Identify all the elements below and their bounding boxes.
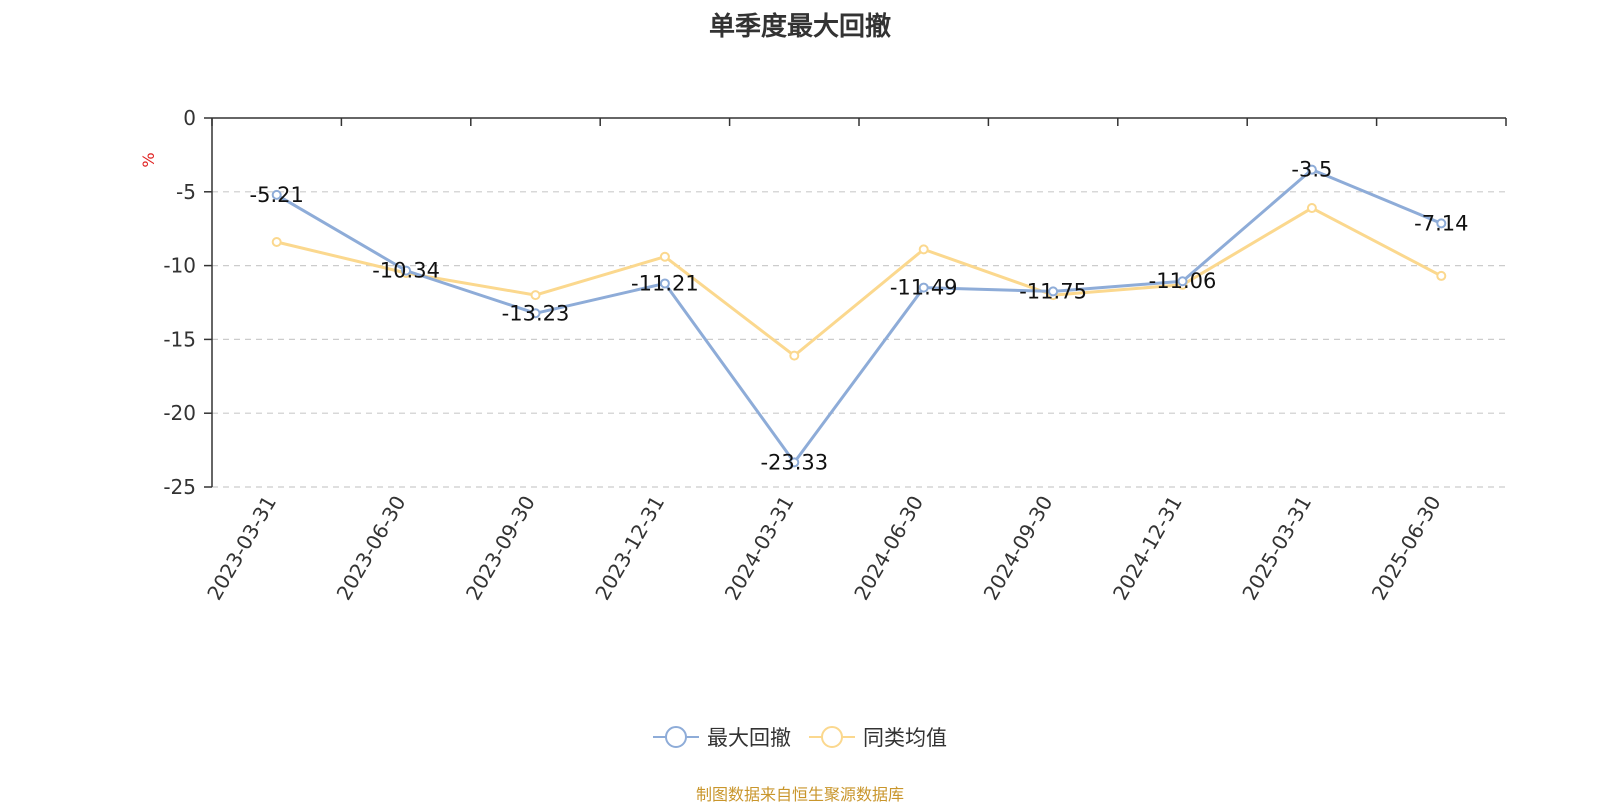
x-tick-label: 2023-12-31 — [590, 492, 669, 605]
data-point-series-1 — [659, 278, 670, 289]
y-tick-label: -15 — [163, 327, 196, 351]
legend-item-series-2[interactable]: 同类均值 — [809, 722, 947, 752]
data-point-series-1 — [1436, 218, 1447, 229]
data-label: -11.06 — [1149, 269, 1217, 293]
x-tick-label: 2024-06-30 — [849, 491, 928, 604]
x-tick-label: 2023-09-30 — [461, 492, 540, 605]
data-point-series-2 — [789, 350, 800, 361]
data-point-series-1 — [1177, 276, 1188, 287]
source-note: 制图数据来自恒生聚源数据库 — [695, 785, 904, 804]
data-point-series-2 — [1436, 270, 1447, 281]
y-axis-unit-label: % — [139, 152, 158, 167]
x-tick-label: 2023-06-30 — [332, 491, 411, 604]
y-tick-label: -10 — [163, 254, 196, 278]
legend-item-series-1[interactable]: 最大回撤 — [653, 722, 791, 752]
x-tick-label: 2023-03-31 — [202, 492, 281, 605]
y-tick-label: -25 — [163, 475, 196, 499]
data-label: -3.5 — [1291, 158, 1332, 182]
data-label: -13.23 — [502, 301, 570, 325]
legend-label-series-1: 最大回撤 — [707, 726, 791, 750]
data-point-series-2 — [1306, 203, 1317, 214]
y-tick-label: 0 — [183, 106, 196, 130]
y-tick-label: -5 — [176, 180, 196, 204]
x-tick-label: 2024-12-31 — [1108, 492, 1187, 605]
data-point-series-1 — [1048, 286, 1059, 297]
data-point-series-1 — [1306, 164, 1317, 175]
data-point-series-1 — [789, 457, 800, 468]
legend: 最大回撤 同类均值 — [0, 722, 1600, 752]
data-label: -23.33 — [760, 450, 828, 474]
x-tick-label: 2025-06-30 — [1367, 492, 1446, 605]
series-line-2 — [276, 206, 1442, 358]
data-point-series-2 — [530, 290, 541, 301]
y-tick-label: -20 — [163, 401, 196, 425]
data-label: -11.21 — [631, 271, 699, 295]
data-point-series-2 — [659, 251, 670, 262]
data-label: -10.34 — [372, 259, 440, 283]
chart-title: 单季度最大回撤 — [708, 12, 891, 42]
x-tick-label: 2024-09-30 — [979, 492, 1058, 605]
data-point-series-1 — [918, 282, 929, 293]
x-tick-label: 2024-03-31 — [720, 492, 799, 605]
legend-label-series-2: 同类均值 — [863, 726, 947, 750]
legend-marker-series-2-icon — [809, 725, 855, 749]
series-line-1 — [275, 168, 1442, 464]
data-label: -11.49 — [890, 276, 958, 300]
legend-marker-series-1-icon — [653, 725, 699, 749]
data-point-series-2 — [271, 236, 282, 247]
data-label: -11.75 — [1019, 279, 1087, 303]
data-point-series-1 — [271, 189, 282, 200]
data-label: -5.21 — [250, 183, 304, 207]
data-point-series-2 — [918, 244, 929, 255]
data-point-series-1 — [530, 308, 541, 319]
x-tick-label: 2025-03-31 — [1237, 492, 1316, 605]
data-label: -7.14 — [1414, 211, 1468, 235]
data-point-series-1 — [401, 265, 412, 276]
